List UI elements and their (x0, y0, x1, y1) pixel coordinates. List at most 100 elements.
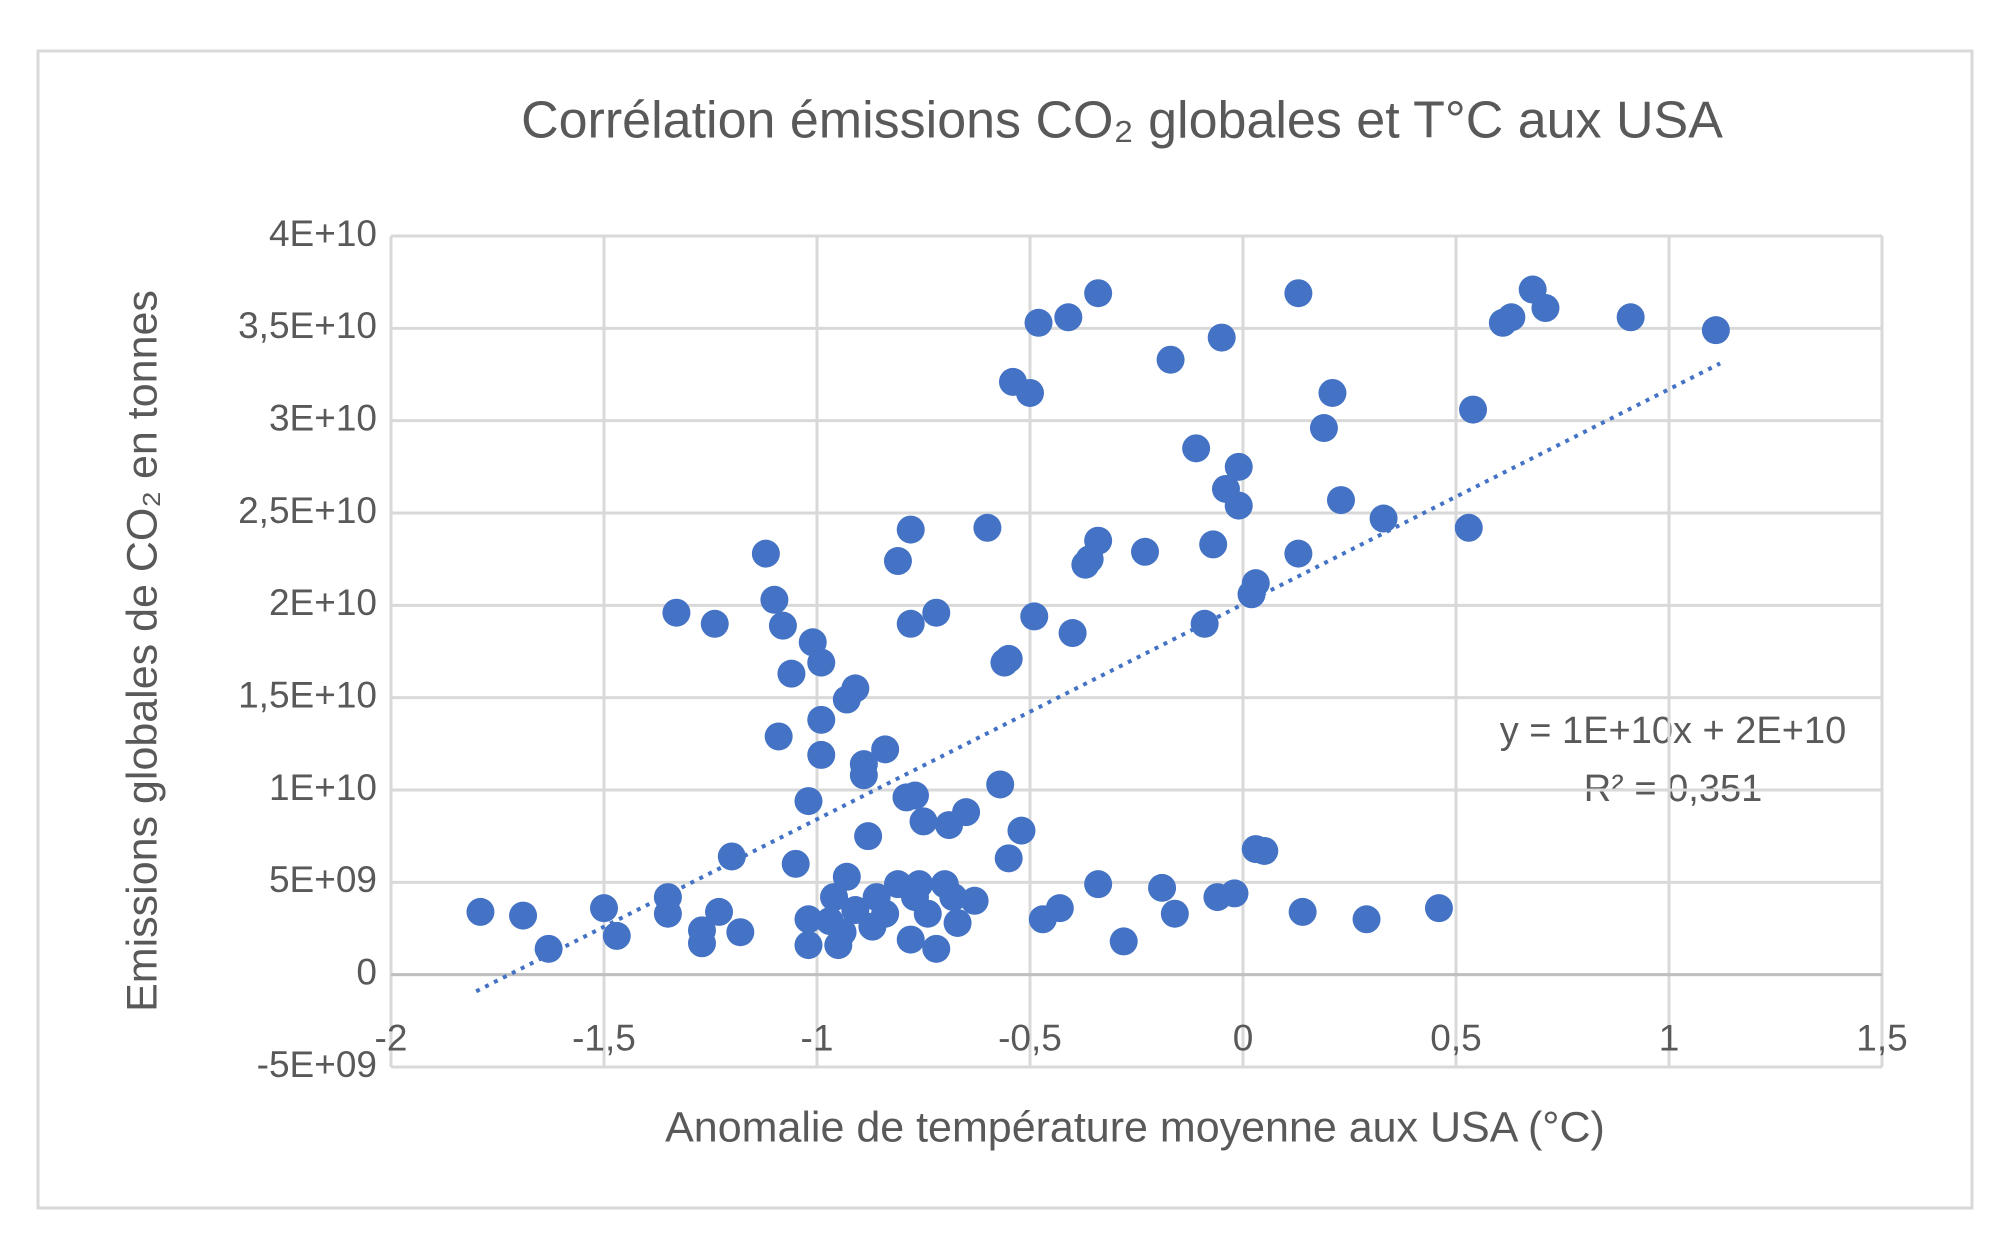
scatter-point (841, 674, 870, 703)
x-tick-label: 1 (1659, 1017, 1680, 1058)
scatter-point (1058, 619, 1087, 648)
scatter-point (687, 929, 716, 958)
scatter-point (896, 515, 925, 544)
y-tick-label: 1,5E+10 (238, 674, 377, 715)
x-axis-label: Anomalie de température moyenne aux USA … (665, 1103, 1605, 1151)
scatter-point (1084, 526, 1113, 555)
scatter-point (1160, 899, 1189, 928)
scatter-point (896, 609, 925, 638)
scatter-point (1016, 378, 1044, 407)
scatter-point (1616, 303, 1645, 332)
scatter-point (1309, 414, 1338, 443)
scatter-point (1190, 609, 1219, 638)
y-tick-label: 2,5E+10 (238, 490, 377, 531)
scatter-point (1207, 323, 1236, 352)
scatter-point (1241, 569, 1270, 598)
scatter-point (952, 798, 981, 827)
x-tick-label: 1,5 (1856, 1017, 1907, 1058)
scatter-point (1131, 537, 1160, 566)
scatter-point (1288, 897, 1317, 926)
scatter-point (764, 722, 793, 751)
scatter-point (760, 585, 789, 614)
scatter-point (1454, 513, 1483, 542)
scatter-point (1701, 316, 1730, 345)
scatter-point (905, 870, 934, 899)
y-tick-label: 2E+10 (269, 582, 377, 623)
x-tick-label: 0 (1233, 1017, 1254, 1058)
scatter-point (700, 609, 729, 638)
scatter-point (717, 842, 746, 871)
scatter-point (509, 901, 538, 930)
scatter-point (832, 862, 861, 891)
y-tick-label: -5E+09 (257, 1044, 377, 1085)
scatter-point (1156, 345, 1185, 374)
scatter-point (1352, 905, 1381, 934)
scatter-point (871, 735, 900, 764)
trend-equation: y = 1E+10x + 2E+10 (1500, 710, 1847, 752)
scatter-point (807, 648, 836, 677)
scatter-point (1497, 303, 1526, 332)
scatter-point (466, 897, 495, 926)
scatter-point (922, 598, 951, 627)
scatter-point (828, 918, 857, 947)
scatter-point (807, 705, 836, 734)
scatter-point (751, 539, 780, 568)
chart-title: Corrélation émissions CO₂ globales et T°… (521, 92, 1723, 150)
scatter-point (939, 883, 968, 912)
scatter-point (909, 807, 938, 836)
scatter-point (1084, 870, 1113, 899)
scatter-point (602, 921, 631, 950)
scatter-point (1369, 504, 1398, 533)
chart-border (36, 49, 1974, 1210)
scatter-point (900, 781, 929, 810)
y-tick-label: 3,5E+10 (238, 305, 377, 346)
scatter-point (922, 934, 951, 963)
y-axis-label: Emissions globales de CO₂ en tonnes (118, 290, 166, 1012)
scatter-point (871, 899, 900, 928)
scatter-point (1007, 816, 1036, 845)
scatter-point (994, 644, 1023, 673)
scatter-point (1220, 879, 1249, 908)
scatter-point (590, 894, 618, 923)
y-tick-label: 5E+09 (269, 859, 377, 900)
scatter-point (1045, 894, 1074, 923)
scatter-point (1424, 894, 1453, 923)
scatter-point (1054, 303, 1083, 332)
x-tick-label: -1 (801, 1017, 834, 1058)
trendline (475, 361, 1722, 994)
scatter-point (534, 934, 563, 963)
scatter-point (1531, 294, 1560, 323)
scatter-point (883, 547, 912, 576)
scatter-point (1020, 602, 1049, 631)
scatter-point (794, 931, 823, 960)
scatter-point (986, 770, 1015, 799)
scatter-point (854, 822, 883, 851)
scatter-point (726, 918, 755, 947)
y-tick-label: 4E+10 (269, 213, 377, 254)
scatter-point (1024, 308, 1053, 337)
y-tick-label: 3E+10 (269, 397, 377, 438)
scatter-point (1109, 927, 1138, 956)
scatter-point (768, 611, 797, 640)
scatter-point (1326, 486, 1355, 515)
scatter-point (794, 787, 823, 816)
scatter-point (1250, 836, 1279, 865)
scatter-point (794, 905, 823, 934)
x-tick-label: -0,5 (998, 1017, 1062, 1058)
scatter-point (913, 899, 942, 928)
scatter-point (994, 844, 1023, 873)
scatter-point (960, 886, 989, 915)
scatter-point (653, 899, 682, 928)
scatter-point (896, 925, 925, 954)
scatter-point (1318, 378, 1347, 407)
scatter-point (1459, 395, 1488, 424)
scatter-point (943, 908, 972, 937)
scatter-point (807, 740, 836, 769)
scatter-point (849, 750, 878, 779)
scatter-point (820, 883, 849, 912)
scatter-point (1224, 452, 1253, 481)
scatter-point (1148, 873, 1177, 902)
x-tick-label: -1,5 (572, 1017, 636, 1058)
scatter-point (1199, 530, 1228, 559)
